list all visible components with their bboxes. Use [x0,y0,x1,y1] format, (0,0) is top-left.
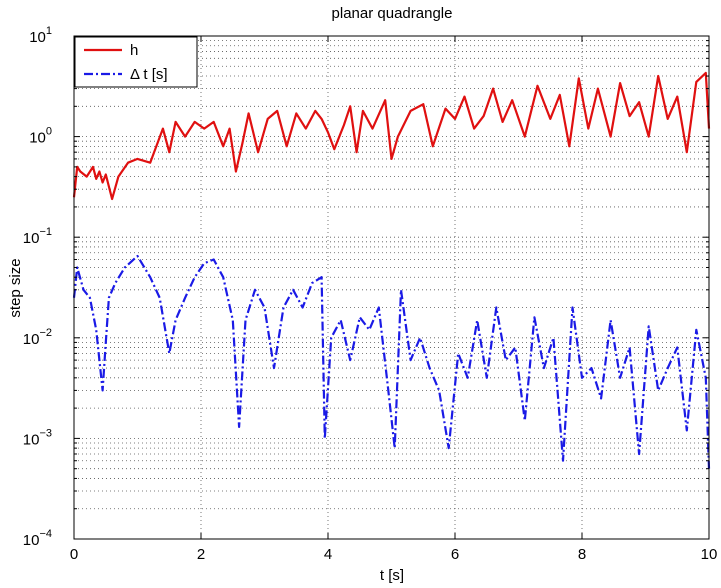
x-tick-label: 2 [197,546,205,563]
x-tick-label: 10 [701,546,718,563]
legend-label-dt: Δ t [s] [130,66,168,83]
y-tick-label: 101 [29,25,52,46]
y-tick-label: 10−3 [23,427,52,448]
x-axis-label: t [s] [380,567,404,584]
y-axis: 10−4 10−3 10−2 10−1 100 101 [23,25,709,549]
plot-frame [73,35,710,540]
series-line-h [72,71,711,201]
y-tick-label: 100 [29,126,52,147]
series-line-dt [72,254,711,469]
y-tick-label: 10−4 [23,528,52,549]
y-axis-label: step size [7,258,24,317]
legend: h Δ t [s] [74,36,198,88]
chart-title: planar quadrangle [332,5,453,22]
y-tick-label: 10−1 [23,226,52,247]
x-axis: 0 2 4 6 8 10 [70,36,718,563]
x-tick-label: 0 [70,546,78,563]
legend-box [74,36,198,88]
legend-label-h: h [130,42,138,59]
x-tick-label: 6 [451,546,459,563]
y-tick-label: 10−2 [23,327,52,348]
plot-lines [72,71,711,469]
x-tick-label: 8 [578,546,586,563]
x-tick-label: 4 [324,546,332,563]
